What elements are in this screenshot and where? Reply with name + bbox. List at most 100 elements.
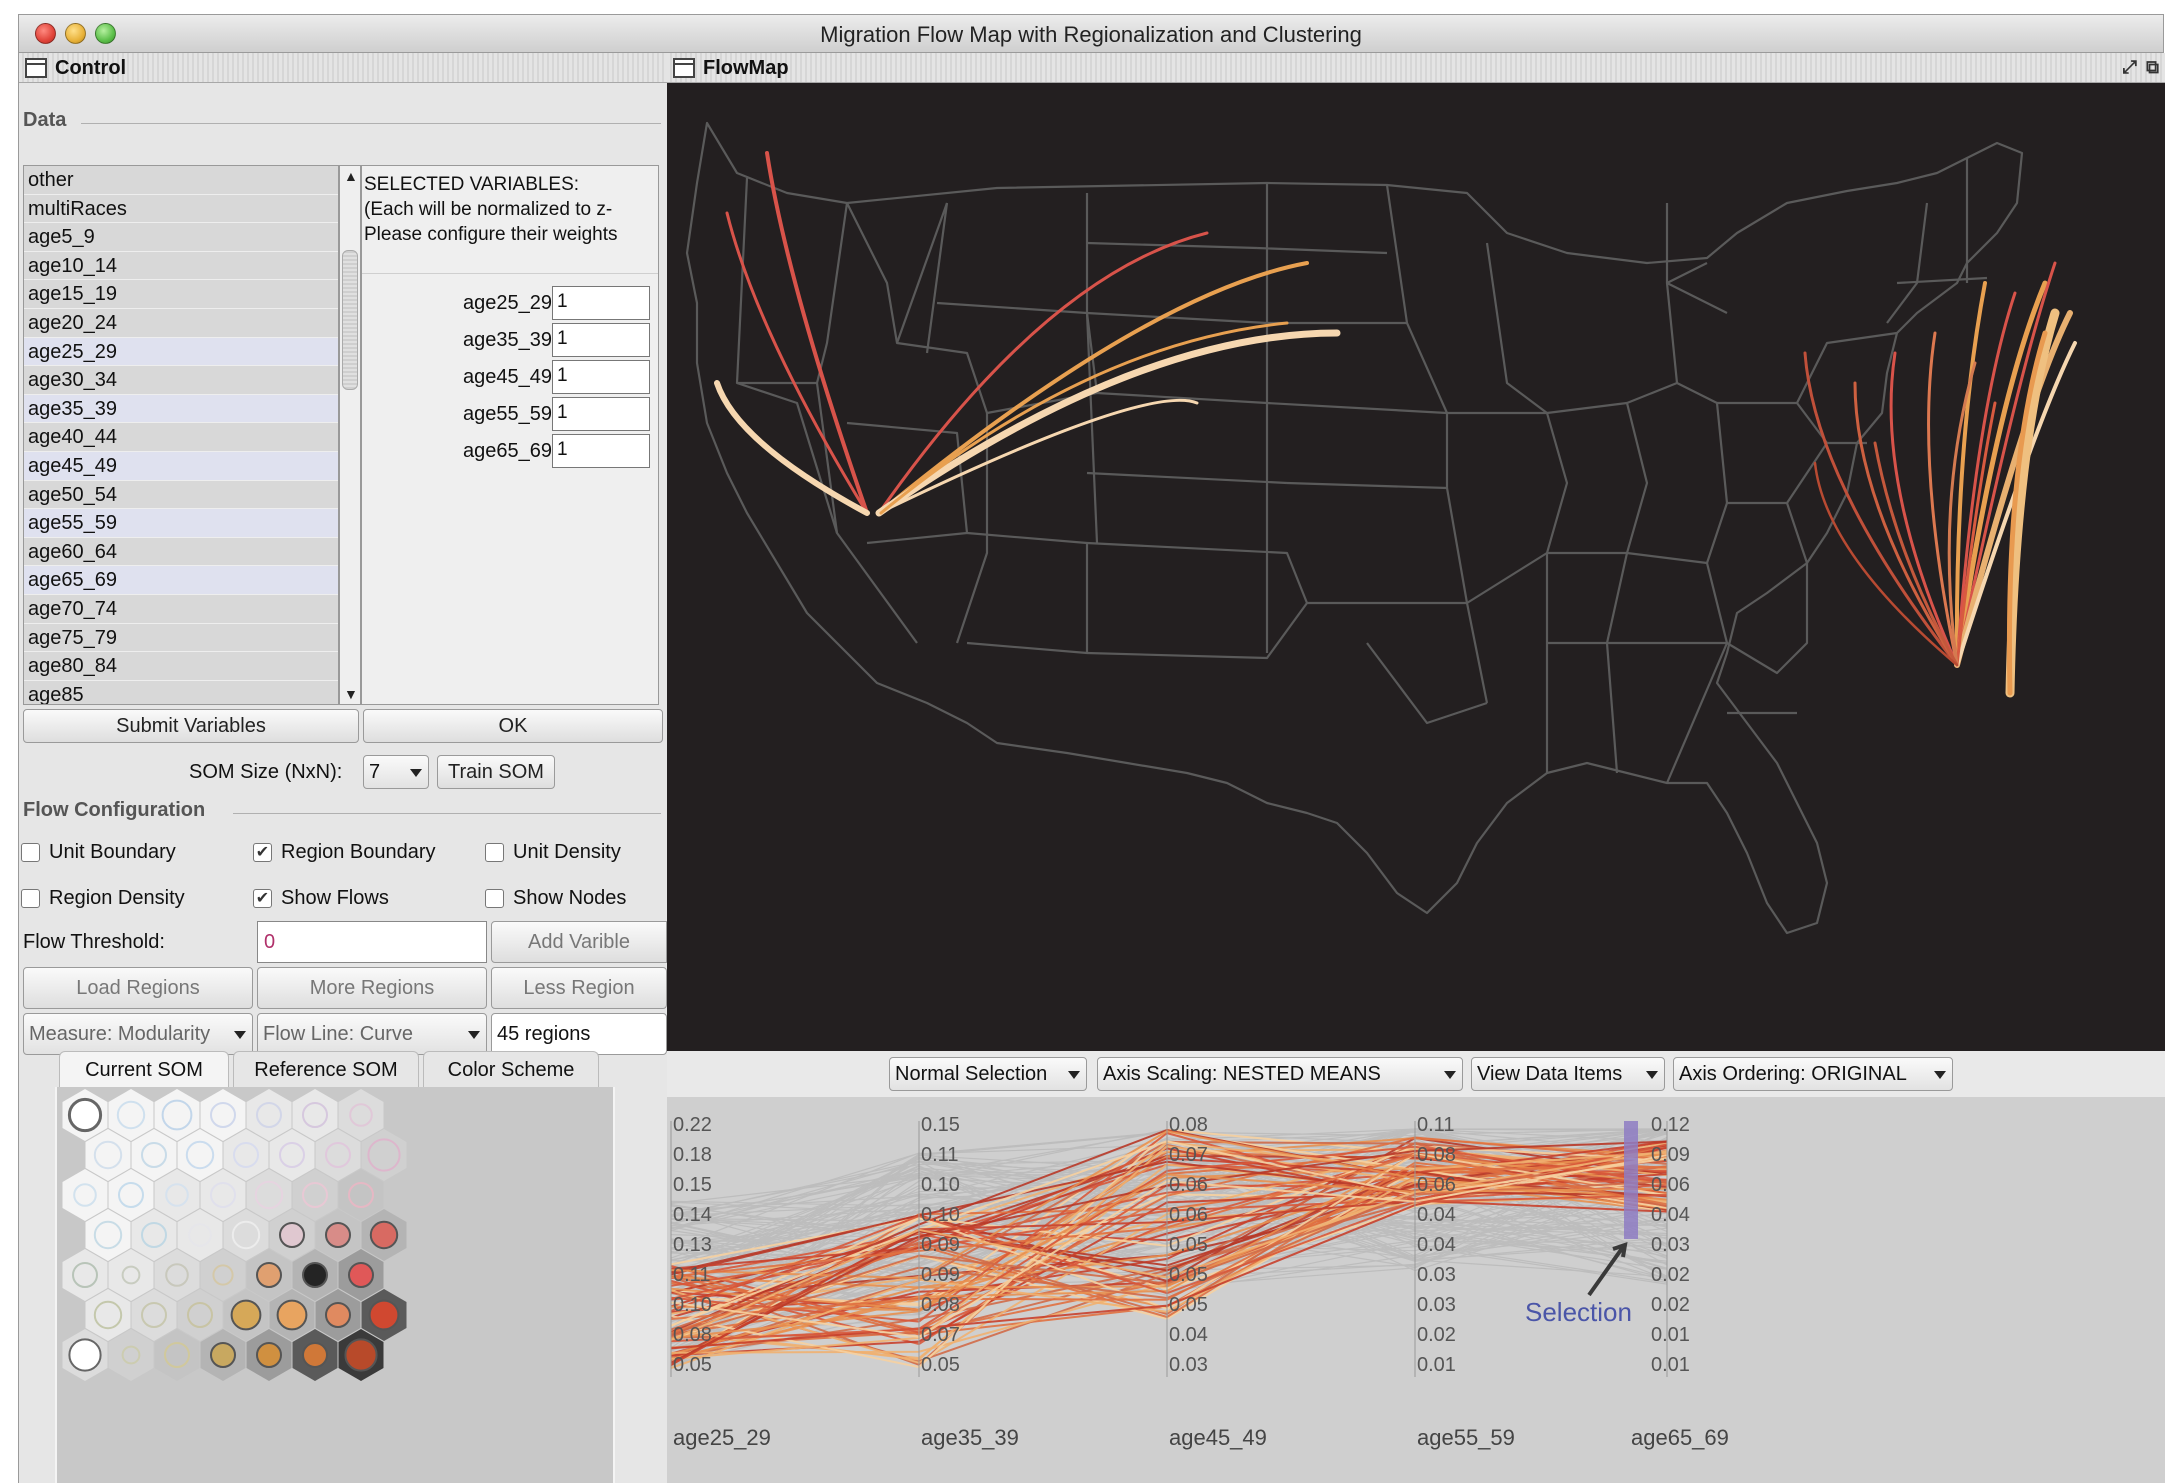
som-node[interactable] xyxy=(141,1142,167,1168)
flow-line[interactable] xyxy=(1889,351,1959,667)
som-node[interactable] xyxy=(72,1262,98,1288)
variable-item[interactable]: age25_29 xyxy=(24,337,338,367)
weight-input[interactable]: 1 xyxy=(552,434,650,468)
som-cell[interactable] xyxy=(200,1249,246,1301)
measure-select[interactable]: Measure: Modularity xyxy=(23,1013,253,1055)
variable-item[interactable]: age20_24 xyxy=(24,309,338,338)
som-node[interactable] xyxy=(256,1102,282,1128)
flow-line[interactable] xyxy=(1947,361,1977,667)
som-node[interactable] xyxy=(254,1180,284,1210)
som-cell[interactable] xyxy=(361,1129,407,1181)
som-cell[interactable] xyxy=(62,1169,108,1221)
variable-item[interactable]: age45_49 xyxy=(24,451,338,481)
som-cell[interactable] xyxy=(131,1209,177,1261)
som-node[interactable] xyxy=(368,1299,400,1331)
show-flows-box[interactable]: ✔ xyxy=(253,889,272,908)
variable-list-scrollbar[interactable]: ▲ ▼ xyxy=(339,165,361,705)
som-node[interactable] xyxy=(325,1222,351,1248)
som-cell[interactable] xyxy=(269,1129,315,1181)
less-regions-button[interactable]: Less Region xyxy=(491,967,667,1009)
som-node[interactable] xyxy=(302,1102,328,1128)
unit-boundary-checkbox[interactable]: Unit Boundary xyxy=(21,839,241,867)
zoom-window-button[interactable] xyxy=(95,23,116,44)
selection-brush[interactable] xyxy=(1624,1121,1638,1239)
variable-item[interactable]: age10_14 xyxy=(24,252,338,281)
flow-line-select[interactable]: Flow Line: Curve xyxy=(257,1013,487,1055)
flow-line[interactable] xyxy=(1927,331,1959,667)
weight-input[interactable]: 1 xyxy=(552,286,650,320)
variable-item[interactable]: age30_34 xyxy=(24,366,338,395)
som-node[interactable] xyxy=(210,1182,236,1208)
flowmap-panel-header[interactable]: FlowMap ⤢ ⧉ xyxy=(667,53,2165,83)
show-nodes-checkbox[interactable]: Show Nodes xyxy=(485,885,665,913)
som-node[interactable] xyxy=(68,1338,102,1372)
variable-item[interactable]: age15_19 xyxy=(24,280,338,309)
som-cell[interactable] xyxy=(292,1089,338,1141)
som-cell[interactable] xyxy=(246,1089,292,1141)
flow-line[interactable] xyxy=(877,261,1309,515)
som-view[interactable] xyxy=(55,1087,615,1483)
som-node[interactable] xyxy=(141,1222,167,1248)
flow-line[interactable] xyxy=(1955,401,1997,667)
som-node[interactable] xyxy=(93,1220,123,1250)
tab-color-scheme[interactable]: Color Scheme xyxy=(423,1051,599,1087)
som-node[interactable] xyxy=(256,1262,282,1288)
som-node[interactable] xyxy=(93,1300,123,1330)
som-node[interactable] xyxy=(256,1342,282,1368)
flow-line[interactable] xyxy=(714,380,870,516)
axis-ordering-select[interactable]: Axis Ordering: ORIGINAL xyxy=(1673,1057,1953,1091)
flow-line[interactable] xyxy=(877,398,1199,515)
more-regions-button[interactable]: More Regions xyxy=(257,967,487,1009)
som-cell[interactable] xyxy=(177,1289,223,1341)
som-node[interactable] xyxy=(302,1342,328,1368)
som-size-select[interactable]: 7 xyxy=(363,755,429,789)
flow-line[interactable] xyxy=(1955,291,2017,667)
som-node[interactable] xyxy=(73,1183,97,1207)
add-variable-button[interactable]: Add Varible xyxy=(491,921,667,963)
som-cell[interactable] xyxy=(315,1129,361,1181)
flow-line[interactable] xyxy=(1954,280,2048,668)
flow-line[interactable] xyxy=(2006,330,2048,696)
som-node[interactable] xyxy=(348,1182,374,1208)
weight-input[interactable]: 1 xyxy=(552,397,650,431)
som-cell[interactable] xyxy=(223,1209,269,1261)
restore-icon[interactable]: ⧉ xyxy=(2146,57,2159,77)
scrollbar-thumb[interactable] xyxy=(342,250,358,390)
som-cell[interactable] xyxy=(200,1089,246,1141)
axis-scaling-select[interactable]: Axis Scaling: NESTED MEANS xyxy=(1097,1057,1463,1091)
scroll-up-arrow-icon[interactable]: ▲ xyxy=(344,168,358,184)
region-boundary-box[interactable]: ✔ xyxy=(253,843,272,862)
variable-item[interactable]: age55_59 xyxy=(24,509,338,538)
som-node[interactable] xyxy=(369,1220,399,1250)
variable-item[interactable]: age60_64 xyxy=(24,538,338,567)
som-node[interactable] xyxy=(187,1302,213,1328)
train-som-button[interactable]: Train SOM xyxy=(437,755,555,789)
som-node[interactable] xyxy=(67,1097,103,1133)
control-panel-header[interactable]: Control xyxy=(19,53,667,83)
submit-variables-button[interactable]: Submit Variables xyxy=(23,709,359,743)
variable-item[interactable]: multiRaces xyxy=(24,195,338,224)
som-node[interactable] xyxy=(141,1302,167,1328)
variable-item[interactable]: age75_79 xyxy=(24,624,338,653)
selection-mode-select[interactable]: Normal Selection xyxy=(889,1057,1087,1091)
show-nodes-box[interactable] xyxy=(485,889,504,908)
som-node[interactable] xyxy=(233,1142,259,1168)
som-node[interactable] xyxy=(210,1342,236,1368)
som-cell[interactable] xyxy=(85,1209,131,1261)
variable-item[interactable]: age35_39 xyxy=(24,394,338,424)
som-hexgrid[interactable] xyxy=(57,1087,613,1483)
ok-button[interactable]: OK xyxy=(363,709,663,743)
close-window-button[interactable] xyxy=(35,23,56,44)
som-node[interactable] xyxy=(367,1138,401,1172)
som-node[interactable] xyxy=(212,1264,234,1286)
som-node[interactable] xyxy=(188,1223,212,1247)
flow-threshold-input[interactable]: 0 xyxy=(257,921,487,963)
variable-item[interactable]: age85 xyxy=(24,681,338,704)
minimize-window-button[interactable] xyxy=(65,23,86,44)
flow-line[interactable] xyxy=(765,151,869,515)
variable-item[interactable]: age80_84 xyxy=(24,652,338,681)
som-cell[interactable] xyxy=(108,1089,154,1141)
som-cell[interactable] xyxy=(108,1169,154,1221)
region-boundary-checkbox[interactable]: ✔ Region Boundary xyxy=(253,839,473,867)
som-cell[interactable] xyxy=(108,1249,154,1301)
